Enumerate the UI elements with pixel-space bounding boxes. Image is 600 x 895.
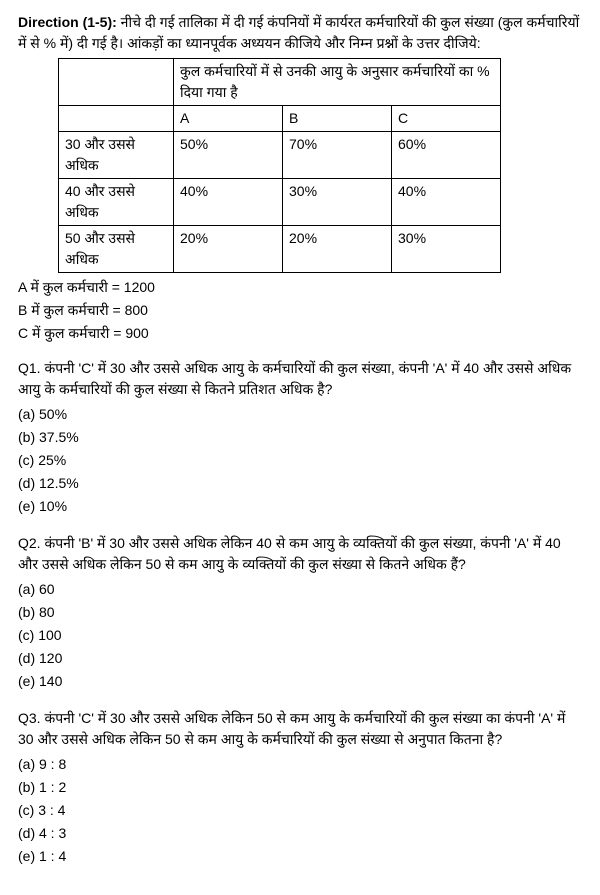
total-c: C में कुल कर्मचारी = 900 xyxy=(18,323,582,344)
cell: 30% xyxy=(283,179,392,226)
table-header: कुल कर्मचारियों में से उनकी आयु के अनुसा… xyxy=(174,59,501,106)
option-a: (a) 60 xyxy=(18,579,582,600)
option-d: (d) 120 xyxy=(18,648,582,669)
cell: 60% xyxy=(392,132,501,179)
question-2: Q2. कंपनी 'B' में 30 और उससे अधिक लेकिन … xyxy=(18,533,582,692)
table-blank-cell xyxy=(59,106,174,132)
option-a: (a) 50% xyxy=(18,404,582,425)
total-b: B में कुल कर्मचारी = 800 xyxy=(18,300,582,321)
options-list: (a) 9 : 8 (b) 1 : 2 (c) 3 : 4 (d) 4 : 3 … xyxy=(18,754,582,867)
table-row: 40 और उससे अधिक 40% 30% 40% xyxy=(59,179,501,226)
option-c: (c) 3 : 4 xyxy=(18,800,582,821)
table-row: 30 और उससे अधिक 50% 70% 60% xyxy=(59,132,501,179)
option-a: (a) 9 : 8 xyxy=(18,754,582,775)
row-label: 30 और उससे अधिक xyxy=(59,132,174,179)
cell: 40% xyxy=(392,179,501,226)
option-e: (e) 10% xyxy=(18,496,582,517)
options-list: (a) 50% (b) 37.5% (c) 25% (d) 12.5% (e) … xyxy=(18,404,582,517)
cell: 20% xyxy=(174,226,283,273)
col-header-c: C xyxy=(392,106,501,132)
question-text: Q3. कंपनी 'C' में 30 और उससे अधिक लेकिन … xyxy=(18,708,582,750)
options-list: (a) 60 (b) 80 (c) 100 (d) 120 (e) 140 xyxy=(18,579,582,692)
row-label: 40 और उससे अधिक xyxy=(59,179,174,226)
option-b: (b) 80 xyxy=(18,602,582,623)
direction-block: Direction (1-5): नीचे दी गई तालिका में द… xyxy=(18,12,582,54)
question-text: Q1. कंपनी 'C' में 30 और उससे अधिक आयु के… xyxy=(18,358,582,400)
totals-block: A में कुल कर्मचारी = 1200 B में कुल कर्म… xyxy=(18,277,582,344)
option-e: (e) 1 : 4 xyxy=(18,846,582,867)
table-row: 50 और उससे अधिक 20% 20% 30% xyxy=(59,226,501,273)
question-text: Q2. कंपनी 'B' में 30 और उससे अधिक लेकिन … xyxy=(18,533,582,575)
row-label: 50 और उससे अधिक xyxy=(59,226,174,273)
option-c: (c) 100 xyxy=(18,625,582,646)
data-table: कुल कर्मचारियों में से उनकी आयु के अनुसा… xyxy=(58,58,501,273)
direction-label: Direction (1-5): xyxy=(18,14,117,30)
total-a: A में कुल कर्मचारी = 1200 xyxy=(18,277,582,298)
col-header-b: B xyxy=(283,106,392,132)
cell: 20% xyxy=(283,226,392,273)
option-b: (b) 37.5% xyxy=(18,427,582,448)
option-d: (d) 12.5% xyxy=(18,473,582,494)
cell: 30% xyxy=(392,226,501,273)
table-blank-cell xyxy=(59,59,174,106)
option-e: (e) 140 xyxy=(18,671,582,692)
cell: 70% xyxy=(283,132,392,179)
cell: 50% xyxy=(174,132,283,179)
option-b: (b) 1 : 2 xyxy=(18,777,582,798)
cell: 40% xyxy=(174,179,283,226)
question-3: Q3. कंपनी 'C' में 30 और उससे अधिक लेकिन … xyxy=(18,708,582,867)
question-1: Q1. कंपनी 'C' में 30 और उससे अधिक आयु के… xyxy=(18,358,582,517)
col-header-a: A xyxy=(174,106,283,132)
option-c: (c) 25% xyxy=(18,450,582,471)
option-d: (d) 4 : 3 xyxy=(18,823,582,844)
